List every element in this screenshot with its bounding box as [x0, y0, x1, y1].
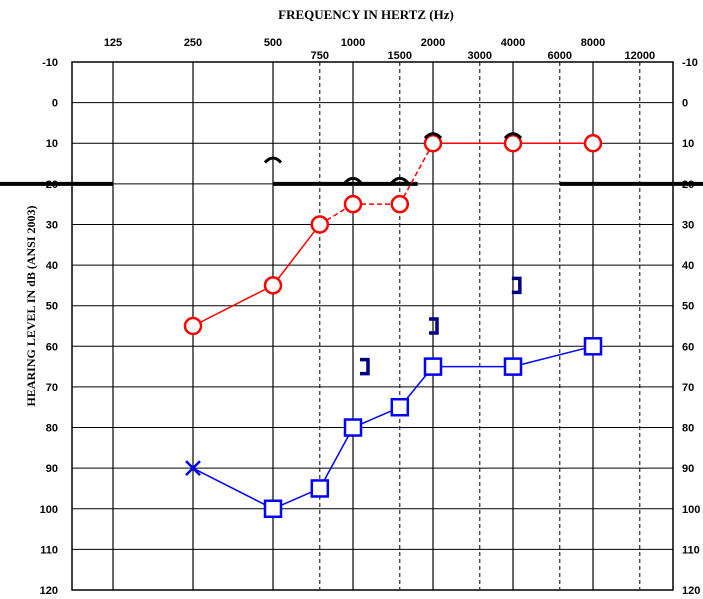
y-tick-label-right: 10 [682, 138, 694, 150]
data-point-circle [423, 133, 443, 153]
data-point-square [343, 418, 363, 437]
tick-label-layer: -10 -10 0 0 10 10 20 20 30 30 40 40 50 50 60 60 70 70 80 80… [40, 37, 701, 597]
data-point-square [503, 357, 523, 376]
data-point-caret [423, 132, 443, 140]
y-tick-label-left: -10 [42, 57, 58, 69]
series-group [263, 132, 523, 184]
y-tick-label-right: 20 [682, 179, 694, 191]
series-group [185, 337, 603, 519]
x-tick-label-minor: 1500 [388, 50, 412, 62]
y-tick-label-left: 120 [40, 585, 58, 594]
data-point-circle [583, 133, 603, 153]
series-group [360, 276, 522, 376]
x-tick-label-minor: 750 [311, 50, 329, 62]
y-tick-label-right: 100 [682, 504, 700, 516]
y-tick-label-left: 80 [46, 423, 58, 435]
y-tick-label-right: 80 [682, 423, 694, 435]
data-point-square [310, 479, 330, 498]
series-line-segment [319, 427, 354, 489]
y-tick-label-right: 70 [682, 382, 694, 394]
data-point-caret [390, 176, 409, 184]
y-tick-label-right: 0 [682, 98, 688, 110]
x-tick-label-minor: 6000 [548, 50, 572, 62]
data-point-circle [263, 276, 283, 295]
x-tick-label-major: 8000 [581, 37, 605, 49]
x-tick-label-major: 250 [184, 37, 202, 49]
data-point-circle [390, 194, 410, 214]
y-tick-label-right: -10 [682, 57, 698, 69]
y-tick-label-left: 100 [40, 504, 58, 516]
x-tick-label-major: 2000 [421, 37, 445, 49]
data-point-bracket [511, 276, 522, 295]
y-tick-label-left: 50 [46, 301, 58, 313]
data-point-square [390, 397, 410, 417]
x-tick-label-major: 500 [264, 37, 282, 49]
data-point-caret [263, 156, 283, 164]
y-tick-label-right: 90 [682, 463, 694, 475]
y-tick-label-right: 30 [682, 219, 694, 231]
y-tick-label-right: 40 [682, 260, 694, 272]
data-point-circle [310, 215, 330, 234]
y-tick-label-left: 10 [46, 138, 58, 150]
x-tick-label-major: 4000 [501, 37, 525, 49]
series-line-segment [272, 224, 321, 286]
y-tick-label-right: 120 [682, 585, 700, 594]
data-point-caret [503, 132, 523, 140]
data-point-x [185, 460, 201, 477]
chart-title: FREQUENCY IN HERTZ (Hz) [278, 7, 454, 22]
data-point-bracket [360, 357, 370, 376]
series-group [183, 133, 603, 336]
series-line-segment [512, 345, 594, 368]
series-layer [183, 132, 603, 519]
data-point-square [263, 499, 283, 519]
data-point-square [423, 357, 443, 376]
series-line-segment [399, 142, 434, 205]
data-point-circle [503, 133, 523, 153]
data-point-caret [343, 176, 363, 184]
data-point-circle [343, 194, 363, 214]
x-tick-label-minor: 3000 [468, 50, 492, 62]
y-tick-label-left: 0 [52, 98, 58, 110]
y-tick-label-left: 20 [46, 179, 58, 191]
y-tick-label-right: 110 [682, 544, 700, 556]
x-tick-label-major: 125 [104, 37, 122, 49]
y-tick-label-right: 60 [682, 341, 694, 353]
y-tick-label-left: 30 [46, 219, 58, 231]
y-tick-label-left: 70 [46, 382, 58, 394]
y-tick-label-left: 40 [46, 260, 58, 272]
x-tick-label-minor: 12000 [625, 50, 656, 62]
series-line-segment [192, 284, 274, 327]
data-point-square [583, 337, 603, 356]
y-tick-label-left: 90 [46, 463, 58, 475]
data-point-bracket [429, 317, 439, 335]
y-tick-label-left: 60 [46, 341, 58, 353]
y-tick-label-left: 110 [40, 544, 58, 556]
x-tick-label-major: 1000 [341, 37, 365, 49]
data-point-circle [183, 316, 203, 336]
series-line-segment [192, 467, 274, 510]
y-tick-label-right: 50 [682, 301, 694, 313]
y-axis-label: HEARING LEVEL IN dB (ANSI 2003) [24, 205, 38, 406]
